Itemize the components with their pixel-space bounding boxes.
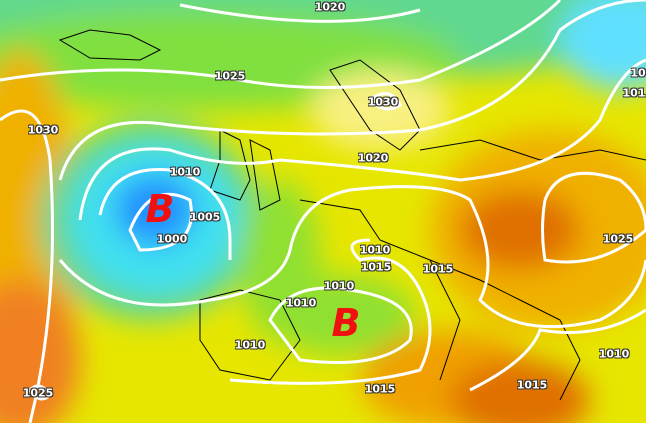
isobar-label: 1000 [156, 232, 188, 246]
isobar-label: 1030 [367, 95, 399, 109]
isobar-label: 1025 [602, 232, 634, 246]
isobar-label: 1010 [234, 338, 266, 352]
low-pressure-marker: B [331, 301, 361, 345]
isobar-label: 10 [630, 66, 646, 80]
isobar-label: 1020 [314, 0, 346, 14]
isobar-label: 1010 [323, 279, 355, 293]
isobar-label: 1010 [359, 243, 391, 257]
isobar-label: 1025 [214, 69, 246, 83]
isobar-label: 1005 [189, 210, 221, 224]
low-pressure-marker: B [145, 187, 175, 231]
isobar-label: 1015 [364, 382, 396, 396]
isobar-label: 1015 [360, 260, 392, 274]
isobar-label: 1010 [598, 347, 630, 361]
isobar-label: 1025 [22, 386, 54, 400]
isobar-label: 1020 [357, 151, 389, 165]
isobar-label: 1015 [516, 378, 548, 392]
isobar-label: 1010 [285, 296, 317, 310]
isobar-label: 1030 [27, 123, 59, 137]
isobar-label: 1015 [422, 262, 454, 276]
isobar-label: 101 [622, 86, 646, 100]
isobar-label: 1010 [169, 165, 201, 179]
